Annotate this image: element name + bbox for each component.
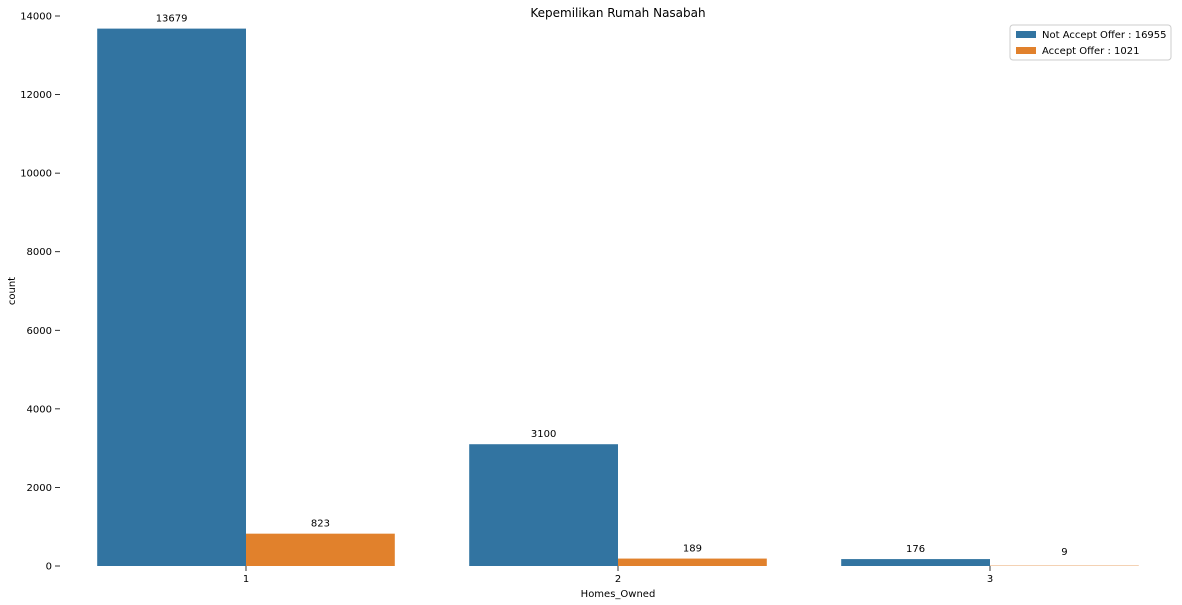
bar-value-label: 9 — [1061, 547, 1067, 558]
bar-value-label: 823 — [311, 519, 330, 530]
bar — [246, 533, 395, 566]
y-tick-label: 8000 — [27, 247, 52, 258]
bar — [469, 444, 618, 566]
legend-swatch — [1016, 47, 1036, 54]
y-tick-label: 10000 — [20, 169, 52, 180]
bars — [97, 28, 1139, 566]
bar-value-label: 3100 — [531, 429, 556, 440]
bar-labels: 13679 3100 176 823 189 9 — [156, 14, 1068, 558]
bar — [841, 559, 990, 566]
x-tick-label: 3 — [987, 574, 993, 585]
chart-title: Kepemilikan Rumah Nasabah — [530, 6, 705, 20]
y-axis: 0 2000 4000 6000 8000 10000 12000 14000 — [20, 12, 60, 573]
y-tick-label: 6000 — [27, 326, 52, 337]
x-axis: 1 2 3 — [243, 566, 993, 585]
legend-entry: Not Accept Offer : 16955 — [1042, 30, 1167, 41]
legend-entry: Accept Offer : 1021 — [1042, 46, 1139, 57]
x-tick-label: 2 — [615, 574, 621, 585]
y-tick-label: 14000 — [20, 12, 52, 23]
legend-box — [1009, 24, 1172, 61]
legend-swatch — [1016, 31, 1036, 38]
y-tick-label: 12000 — [20, 90, 52, 101]
legend: Not Accept Offer : 16955 Accept Offer : 1… — [1009, 24, 1172, 61]
bar-value-label: 176 — [906, 544, 925, 555]
x-tick-label: 1 — [243, 574, 249, 585]
y-tick-label: 0 — [46, 562, 52, 573]
y-tick-label: 2000 — [27, 483, 52, 494]
x-axis-label: Homes_Owned — [581, 589, 656, 600]
bar-value-label: 13679 — [156, 14, 188, 25]
bar — [618, 558, 767, 566]
y-tick-label: 4000 — [27, 404, 52, 415]
y-axis-label: count — [7, 277, 18, 305]
bar — [97, 28, 246, 566]
bar-value-label: 189 — [683, 544, 702, 555]
